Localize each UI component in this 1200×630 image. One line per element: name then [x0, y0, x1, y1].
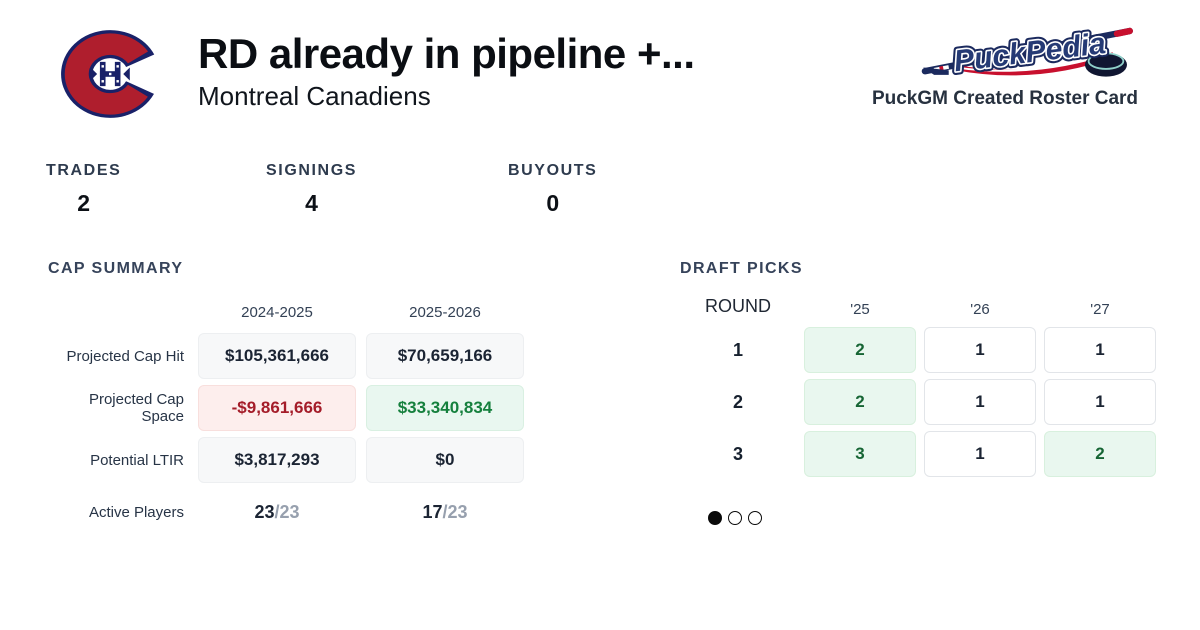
ltir-2025-cell: $0 — [366, 437, 524, 483]
active-players-total: /23 — [442, 501, 468, 522]
round-number: 2 — [732, 391, 743, 412]
row-label-projected-cap-space: Projected Cap Space — [88, 391, 184, 425]
pagination-dot[interactable] — [708, 511, 722, 525]
stat-value: 2 — [77, 190, 91, 216]
canadiens-logo — [61, 30, 160, 118]
stat-trades: TRADES 2 — [46, 162, 121, 217]
hockey-stick-icon — [921, 27, 1133, 75]
draft-picks-table: ROUND '25 '26 '27 1 2 1 1 2 2 1 1 3 3 1 … — [680, 296, 1156, 477]
cap-summary-section: CAP SUMMARY 2024-2025 2025-2026 Projecte… — [48, 260, 524, 535]
active-players-2024-cell: 23/23 — [198, 489, 356, 535]
pagination-dot[interactable] — [728, 511, 742, 525]
picks-round3-27-cell: 2 — [1044, 431, 1156, 477]
round-column-header: ROUND — [705, 296, 771, 316]
picks-round2-25-cell: 2 — [804, 379, 916, 425]
active-players-2025-cell: 17/23 — [366, 489, 524, 535]
active-players-total: /23 — [274, 501, 300, 522]
year-column-header: '27 — [1090, 301, 1110, 318]
page-title: RD already in pipeline +... — [198, 30, 695, 77]
round-number: 1 — [732, 339, 743, 360]
brand-tagline: PuckGM Created Roster Card — [871, 88, 1139, 109]
stat-label: BUYOUTS — [508, 162, 598, 179]
pagination-dot[interactable] — [748, 511, 762, 525]
active-players-current: 17 — [422, 501, 443, 522]
cap-summary-heading: CAP SUMMARY — [48, 260, 184, 277]
stat-value: 4 — [305, 190, 318, 216]
brand-block: PuckPedia PuckPedia PuckPedia PuckGM Cre… — [858, 20, 1152, 110]
stat-value: 0 — [546, 190, 560, 216]
active-players-current: 23 — [254, 501, 275, 522]
season-column-header: 2025-2026 — [409, 304, 481, 321]
picks-round1-27-cell: 1 — [1044, 327, 1156, 373]
round-number: 3 — [732, 443, 743, 464]
cap-space-2024-cell: -$9,861,666 — [198, 385, 356, 431]
draft-picks-section: DRAFT PICKS ROUND '25 '26 '27 1 2 1 1 2 … — [680, 260, 1156, 477]
row-label-potential-ltir: Potential LTIR — [90, 451, 184, 469]
cap-space-2025-cell: $33,340,834 — [366, 385, 524, 431]
stat-label: SIGNINGS — [266, 162, 358, 179]
picks-round3-25-cell: 3 — [804, 431, 916, 477]
cap-hit-2024-cell: $105,361,666 — [198, 333, 356, 379]
picks-round1-25-cell: 2 — [804, 327, 916, 373]
team-name: Montreal Canadiens — [198, 81, 431, 112]
season-column-header: 2024-2025 — [241, 304, 313, 321]
stat-signings: SIGNINGS 4 — [266, 162, 357, 217]
picks-round2-27-cell: 1 — [1044, 379, 1156, 425]
stat-label: TRADES — [46, 162, 122, 179]
carousel-pagination — [708, 511, 762, 525]
puckpedia-logo: PuckPedia PuckPedia PuckPedia — [921, 23, 1133, 82]
row-label-active-players: Active Players — [88, 503, 184, 521]
picks-round2-26-cell: 1 — [924, 379, 1036, 425]
stat-buyouts: BUYOUTS 0 — [508, 162, 597, 217]
picks-round1-26-cell: 1 — [924, 327, 1036, 373]
cap-hit-2025-cell: $70,659,166 — [366, 333, 524, 379]
row-label-projected-cap-hit: Projected Cap Hit — [66, 347, 184, 365]
ltir-2024-cell: $3,817,293 — [198, 437, 356, 483]
year-column-header: '26 — [970, 301, 990, 318]
year-column-header: '25 — [850, 301, 870, 318]
draft-picks-heading: DRAFT PICKS — [680, 260, 803, 277]
picks-round3-26-cell: 1 — [924, 431, 1036, 477]
cap-summary-table: 2024-2025 2025-2026 Projected Cap Hit $1… — [48, 304, 524, 535]
puck-icon — [1084, 52, 1127, 77]
